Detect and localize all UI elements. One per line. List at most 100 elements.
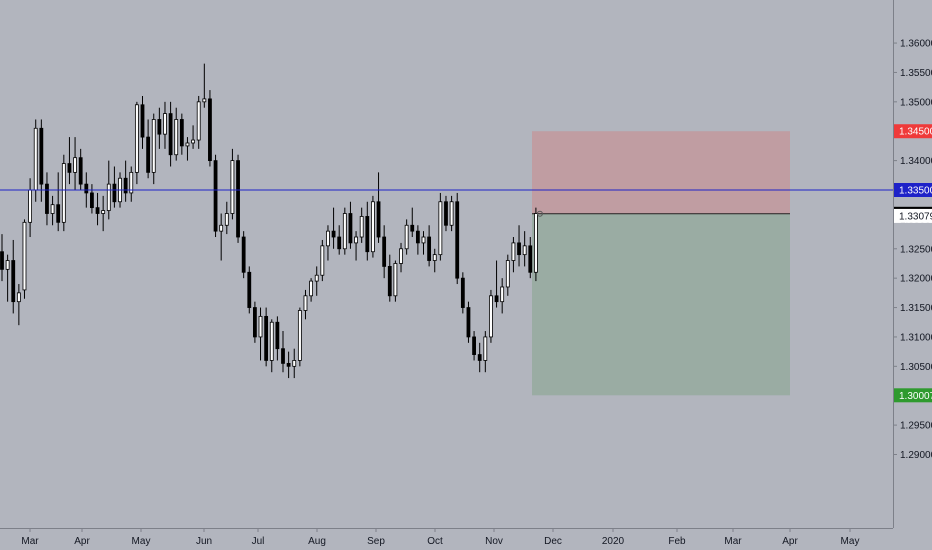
candle-body — [455, 201, 460, 279]
x-tick-label: Apr — [74, 536, 90, 547]
x-tick-label: 2020 — [602, 536, 625, 547]
candle-body — [146, 136, 151, 173]
candle-body — [511, 242, 516, 261]
candle-body — [264, 315, 269, 361]
y-tick-label: 1.35500 — [900, 68, 932, 79]
x-tick-label: Nov — [485, 536, 503, 547]
candle-body — [90, 192, 94, 209]
candle-body — [11, 260, 16, 303]
candle-body — [415, 230, 420, 244]
x-tick-label: Jul — [252, 536, 265, 547]
candle-body — [202, 98, 207, 103]
candle-body — [303, 295, 308, 311]
candle-body — [168, 113, 173, 156]
candle-body — [365, 216, 370, 253]
candle-body — [382, 236, 387, 267]
x-tick-label: May — [841, 536, 860, 547]
candle-body — [151, 119, 156, 173]
candle-body — [472, 336, 476, 355]
candle-body — [258, 315, 263, 338]
candle-body — [286, 362, 291, 367]
entry-marker — [536, 210, 543, 217]
candle-body — [309, 280, 314, 297]
y-tick-label: 1.31000 — [900, 332, 932, 343]
candle-body — [337, 236, 342, 250]
x-tick-label: Dec — [544, 536, 562, 547]
candle-body — [5, 260, 10, 270]
candle-body — [129, 171, 134, 194]
candle-body — [39, 127, 44, 185]
candle-body — [236, 160, 240, 238]
candle-body — [84, 183, 89, 194]
candle-body — [73, 157, 77, 173]
candle-body — [444, 201, 448, 226]
risk-zone — [532, 131, 790, 214]
candle-body — [393, 263, 398, 297]
candle-body — [213, 160, 218, 232]
candle-body — [432, 254, 437, 261]
x-tick-label: Sep — [367, 536, 385, 547]
candle-body — [314, 274, 319, 282]
candle-body — [61, 163, 66, 223]
candle-body — [22, 221, 27, 291]
candle-body — [56, 204, 61, 223]
candle-body — [438, 201, 443, 256]
candle-body — [179, 119, 184, 147]
y-tick-label: 1.36000 — [900, 39, 932, 50]
candle-body — [191, 139, 195, 144]
candle-body — [500, 286, 505, 303]
level-badge-label: 1.33500 — [899, 186, 932, 197]
candle-body — [528, 245, 533, 273]
candle-body — [320, 245, 325, 276]
candle-body — [224, 213, 229, 226]
candle-body — [534, 213, 538, 273]
position-zones — [532, 131, 790, 396]
candle-body — [45, 183, 49, 214]
candle-body — [326, 230, 330, 247]
candle-body — [275, 321, 280, 350]
y-tick-label: 1.34000 — [900, 156, 932, 167]
y-tick-label: 1.29500 — [900, 421, 932, 432]
candle-body — [112, 183, 117, 203]
candle-body — [387, 266, 392, 297]
candles — [0, 63, 543, 379]
candle-body — [123, 177, 128, 194]
y-tick-label: 1.35000 — [900, 97, 932, 108]
candle-body — [208, 98, 212, 162]
candle-body — [354, 236, 358, 244]
candle-body — [174, 119, 179, 156]
candle-body — [376, 201, 381, 238]
candle-body — [157, 119, 162, 135]
x-tick-label: Mar — [724, 536, 742, 547]
candle-body — [269, 321, 274, 361]
candle-body — [342, 213, 347, 250]
candle-body — [247, 271, 252, 308]
level-badge-box — [894, 183, 932, 197]
candle-body — [517, 242, 521, 256]
candle-body — [163, 113, 167, 135]
candle-body — [67, 163, 72, 173]
target-badge-label: 1.30007 — [899, 391, 932, 402]
candle-body — [140, 104, 145, 138]
candle-body — [252, 307, 257, 338]
time-axis: Mar Apr May Jun Jul Aug Sep Oct Nov Dec 2020 Feb Mar… — [21, 528, 859, 547]
candle-body — [101, 210, 106, 214]
candle-body — [359, 216, 364, 238]
stop-badge-label: 1.34500 — [899, 127, 932, 138]
y-tick-label: 1.30500 — [900, 362, 932, 373]
candle-body — [371, 201, 375, 253]
candle-body — [0, 251, 4, 270]
reward-zone — [532, 213, 790, 396]
candle-body — [230, 160, 235, 214]
target-badge-box — [894, 388, 932, 403]
x-tick-label: Apr — [782, 536, 798, 547]
candle-body — [421, 236, 426, 244]
candle-body — [95, 207, 100, 214]
candle-body — [50, 204, 55, 214]
candle-body — [78, 157, 83, 185]
candle-body — [196, 101, 201, 141]
y-tick-label: 1.29000 — [900, 450, 932, 461]
candle-body — [489, 295, 493, 338]
